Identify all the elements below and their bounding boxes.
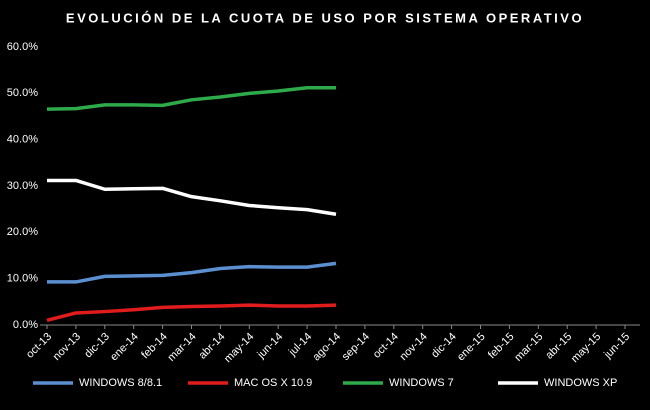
x-tick-label: mar-15 (512, 331, 545, 364)
x-tick-label: ago-14 (310, 331, 343, 364)
legend-label: WINDOWS 7 (389, 377, 454, 389)
y-tick-label: 60.0% (7, 41, 38, 53)
x-tick-label: ene-15 (455, 331, 488, 364)
series-line (46, 86, 336, 111)
series-line (46, 303, 337, 323)
y-tick-label: 10.0% (7, 273, 38, 285)
x-tick-label: dic-14 (429, 331, 459, 361)
legend-label: MAC OS X 10.9 (234, 377, 312, 389)
y-tick-label: 40.0% (7, 134, 38, 146)
x-tick-label: feb-15 (486, 331, 517, 362)
x-tick-label: dic-13 (82, 331, 112, 361)
x-tick-label: feb-14 (139, 331, 170, 362)
x-tick-label: mar-14 (166, 331, 199, 364)
y-tick-label: 20.0% (7, 226, 38, 238)
x-tick-label: ene-14 (108, 331, 141, 364)
x-tick-label: oct-14 (371, 331, 401, 361)
legend-label: WINDOWS XP (544, 377, 617, 389)
x-tick-label: oct-13 (24, 331, 54, 361)
x-tick-label: may-15 (569, 331, 603, 365)
chart-title: EVOLUCIÓN DE LA CUOTA DE USO POR SISTEMA… (66, 10, 584, 25)
series-line (47, 261, 337, 284)
y-tick-label: 0.0% (13, 319, 38, 331)
y-tick-label: 30.0% (7, 180, 38, 192)
x-tick-label: nov-13 (51, 331, 83, 363)
x-tick-label: jun-15 (601, 331, 632, 362)
x-tick-label: may-14 (222, 331, 256, 365)
y-tick-label: 50.0% (7, 87, 38, 99)
x-tick-label: sep-14 (340, 331, 372, 363)
x-tick-label: jun-14 (255, 331, 286, 362)
series-line (47, 178, 337, 216)
x-tick-label: nov-14 (398, 331, 430, 363)
legend-label: WINDOWS 8/8.1 (79, 377, 162, 389)
